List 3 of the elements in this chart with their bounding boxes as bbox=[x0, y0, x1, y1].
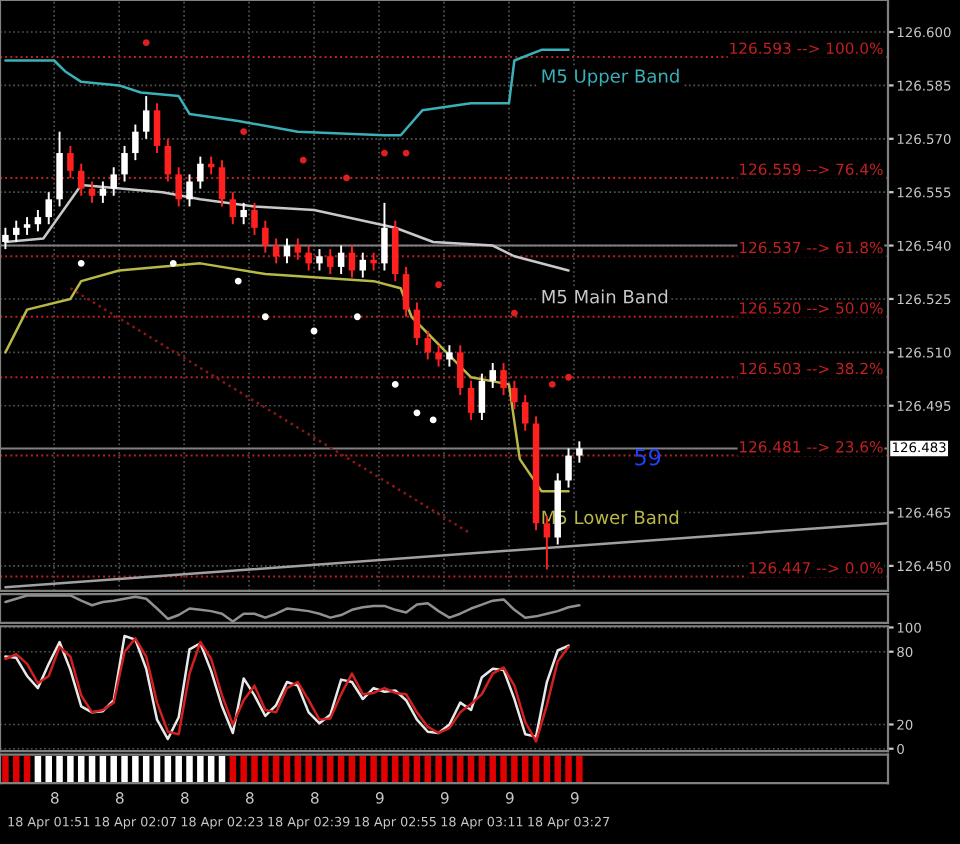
series-label: M5 Main Band bbox=[542, 289, 668, 304]
annotation: 59 bbox=[635, 448, 661, 466]
series-label: M5 Upper Band bbox=[542, 68, 679, 87]
